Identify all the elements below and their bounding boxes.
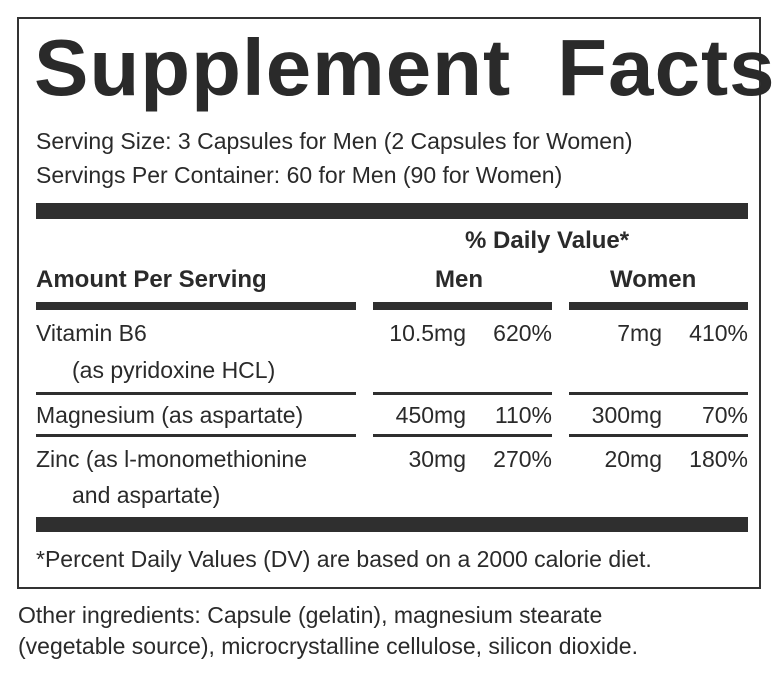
serving-size: Serving Size: 3 Capsules for Men (2 Caps… xyxy=(36,128,633,154)
nutrient-name: Vitamin B6 xyxy=(36,320,147,346)
men-dv: 270% xyxy=(493,446,552,472)
row-divider xyxy=(569,392,748,395)
nutrient-name: Zinc (as l-monomethionine xyxy=(36,446,308,472)
men-dv: 620% xyxy=(493,320,552,346)
men-header: Men xyxy=(435,266,483,293)
other-ingredients-line: (vegetable source), microcrystalline cel… xyxy=(18,633,638,659)
servings-per-container: Servings Per Container: 60 for Men (90 f… xyxy=(36,162,563,188)
thick-divider xyxy=(36,203,748,219)
column-divider xyxy=(36,302,356,310)
women-amount: 7mg xyxy=(617,320,662,346)
supplement-facts-panel xyxy=(17,17,761,589)
women-dv: 410% xyxy=(689,320,748,346)
thick-divider xyxy=(36,517,748,532)
women-dv: 70% xyxy=(701,402,748,428)
column-divider xyxy=(373,302,552,310)
men-amount: 30mg xyxy=(408,446,466,472)
nutrient-source: (as pyridoxine HCL) xyxy=(72,357,276,383)
row-divider xyxy=(36,392,356,395)
row-divider xyxy=(36,434,356,437)
row-divider xyxy=(373,392,552,395)
men-dv: 110% xyxy=(494,402,552,428)
row-divider xyxy=(373,434,552,437)
nutrient-name: Magnesium (as aspartate) xyxy=(36,402,304,428)
women-amount: 300mg xyxy=(591,402,662,428)
other-ingredients-line: Other ingredients: Capsule (gelatin), ma… xyxy=(18,602,603,628)
women-dv: 180% xyxy=(689,446,748,472)
men-amount: 10.5mg xyxy=(389,320,466,346)
panel-title: Supplement Facts xyxy=(34,23,776,112)
women-amount: 20mg xyxy=(604,446,662,472)
men-amount: 450mg xyxy=(395,402,466,428)
row-divider xyxy=(569,434,748,437)
women-header: Women xyxy=(610,266,697,293)
footnote: *Percent Daily Values (DV) are based on … xyxy=(36,546,652,572)
amount-per-serving-header: Amount Per Serving xyxy=(36,266,267,293)
column-divider xyxy=(569,302,748,310)
nutrient-source: and aspartate) xyxy=(72,482,221,508)
daily-value-header: % Daily Value* xyxy=(465,227,630,254)
